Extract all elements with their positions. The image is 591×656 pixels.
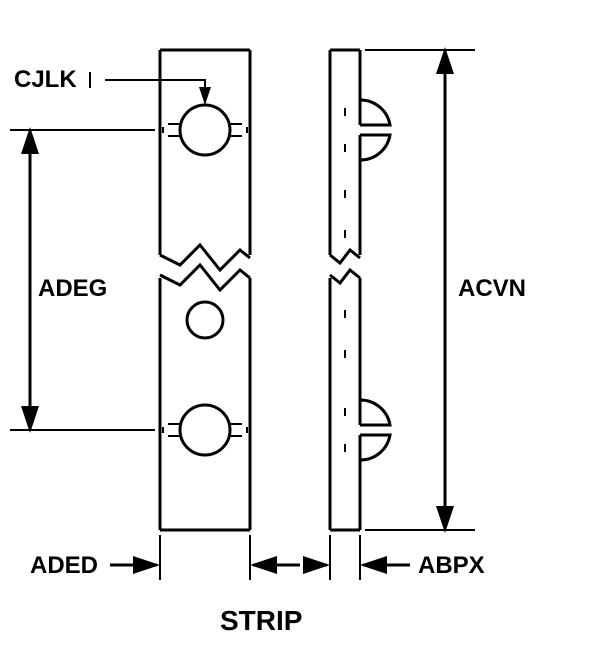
label-cjlk: CJLK bbox=[14, 66, 77, 94]
label-adeg: ADEG bbox=[38, 275, 107, 303]
label-abpx: ABPX bbox=[418, 552, 485, 580]
label-acvn: ACVN bbox=[458, 275, 526, 303]
diagram-title: STRIP bbox=[220, 605, 302, 637]
label-aded: ADED bbox=[30, 552, 98, 580]
strip-diagram: CJLK ADEG ADED ACVN ABPX STRIP bbox=[0, 0, 591, 656]
